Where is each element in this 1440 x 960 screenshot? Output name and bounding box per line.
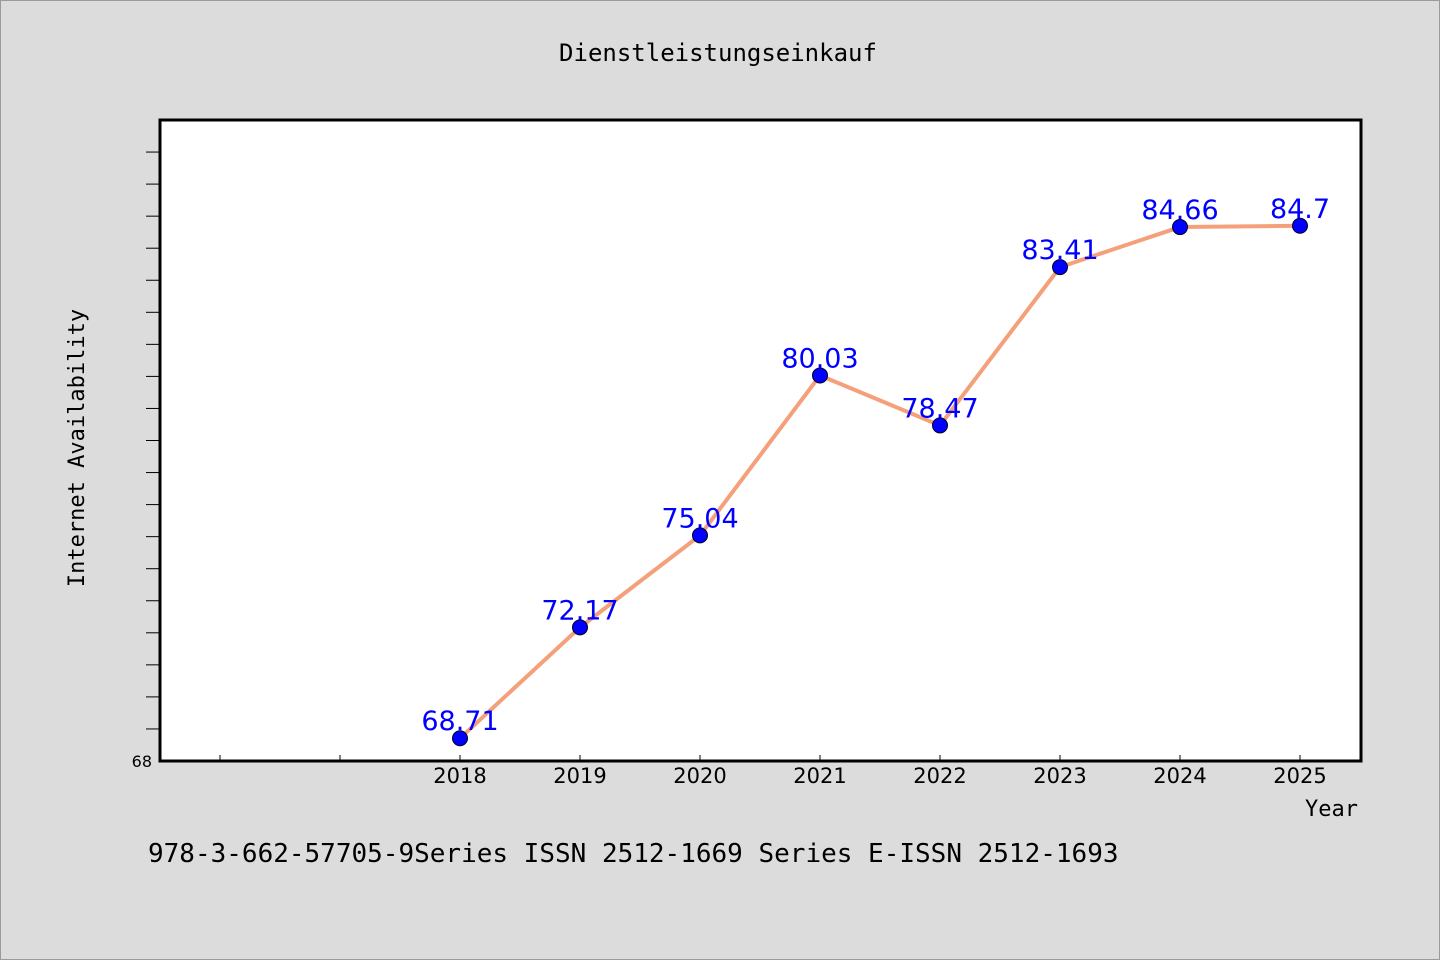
x-tick-label: 2020	[673, 764, 726, 788]
y-tick-label: 68	[132, 752, 152, 771]
data-point	[1292, 217, 1308, 234]
x-tick-label: 2023	[1033, 764, 1086, 788]
data-label: 83.41	[1021, 235, 1098, 266]
x-axis-ticks: 2018 2019 2020 2021 2022 2023 2024 2025	[219, 755, 1327, 788]
x-tick-label: 2018	[433, 764, 486, 788]
x-tick-label: 2021	[793, 764, 846, 788]
footer-text: 978-3-662-57705-9Series ISSN 2512-1669 S…	[148, 839, 1119, 869]
y-axis-ticks: 68	[132, 151, 159, 771]
data-label: 84.7	[1270, 194, 1330, 225]
plot-area	[158, 118, 1363, 763]
x-tick-label: 2025	[1273, 764, 1326, 788]
series-group: 68.71 72.17 75.04 80.03 78.47 83.41 84.66 84.7	[421, 194, 1330, 747]
data-point	[932, 417, 948, 434]
data-point	[1052, 259, 1068, 276]
data-label: 68.71	[421, 706, 498, 737]
chart-title: Dienstleistungseinkauf	[559, 39, 877, 67]
data-label: 72.17	[541, 595, 618, 626]
data-point	[1172, 219, 1188, 236]
data-point	[812, 367, 828, 384]
x-axis-label: Year	[1305, 797, 1358, 822]
series-line	[458, 223, 1301, 740]
data-label: 84.66	[1141, 195, 1218, 226]
x-tick-label: 2024	[1153, 764, 1206, 788]
x-tick-label: 2022	[913, 764, 966, 788]
data-label: 75.04	[661, 503, 738, 534]
data-label: 80.03	[781, 343, 858, 374]
data-point	[452, 730, 468, 747]
data-point	[692, 527, 708, 544]
x-tick-label: 2019	[553, 764, 606, 788]
data-point	[572, 619, 588, 636]
y-axis-label: Internet Availability	[65, 309, 90, 587]
data-label: 78.47	[901, 393, 978, 424]
